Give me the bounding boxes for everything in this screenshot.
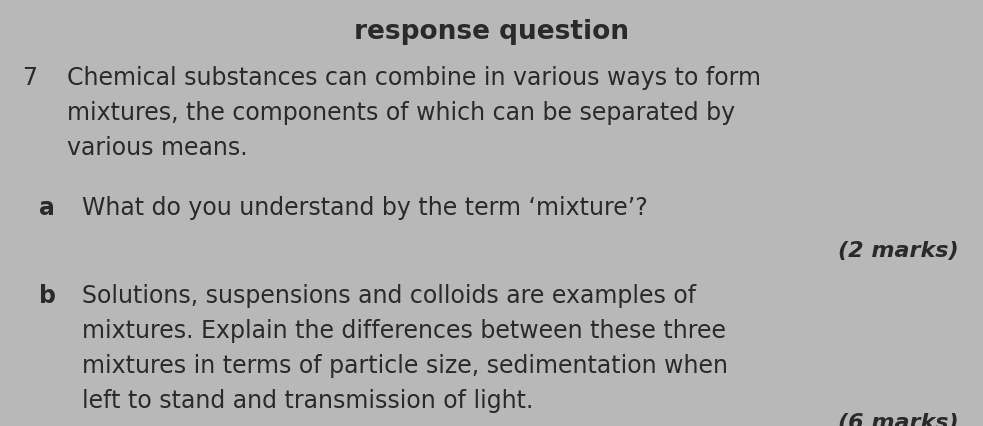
Text: response question: response question [354, 19, 629, 45]
Text: mixtures. Explain the differences between these three: mixtures. Explain the differences betwee… [82, 318, 725, 342]
Text: a: a [39, 196, 55, 220]
Text: mixtures, the components of which can be separated by: mixtures, the components of which can be… [67, 101, 735, 125]
Text: mixtures in terms of particle size, sedimentation when: mixtures in terms of particle size, sedi… [82, 353, 727, 377]
Text: What do you understand by the term ‘mixture’?: What do you understand by the term ‘mixt… [82, 196, 648, 220]
Text: (2 marks): (2 marks) [838, 241, 958, 261]
Text: (6 marks): (6 marks) [838, 412, 958, 426]
Text: Solutions, suspensions and colloids are examples of: Solutions, suspensions and colloids are … [82, 283, 696, 307]
Text: 7: 7 [22, 66, 36, 90]
Text: b: b [39, 283, 56, 307]
Text: Chemical substances can combine in various ways to form: Chemical substances can combine in vario… [67, 66, 761, 90]
Text: various means.: various means. [67, 136, 248, 160]
Text: left to stand and transmission of light.: left to stand and transmission of light. [82, 388, 533, 412]
